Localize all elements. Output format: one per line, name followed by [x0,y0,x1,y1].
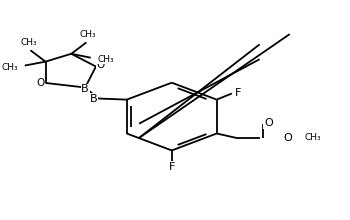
Text: B: B [90,94,98,104]
Text: F: F [169,162,175,172]
Text: CH₃: CH₃ [1,63,18,72]
Text: CH₃: CH₃ [305,133,321,142]
Text: CH₃: CH₃ [80,30,96,39]
Text: O: O [284,133,292,143]
Text: B: B [81,84,89,94]
Text: O: O [264,118,273,128]
Text: F: F [234,88,241,98]
Text: O: O [97,61,105,70]
Text: CH₃: CH₃ [97,55,114,64]
Text: O: O [36,78,44,88]
Text: CH₃: CH₃ [20,38,37,47]
